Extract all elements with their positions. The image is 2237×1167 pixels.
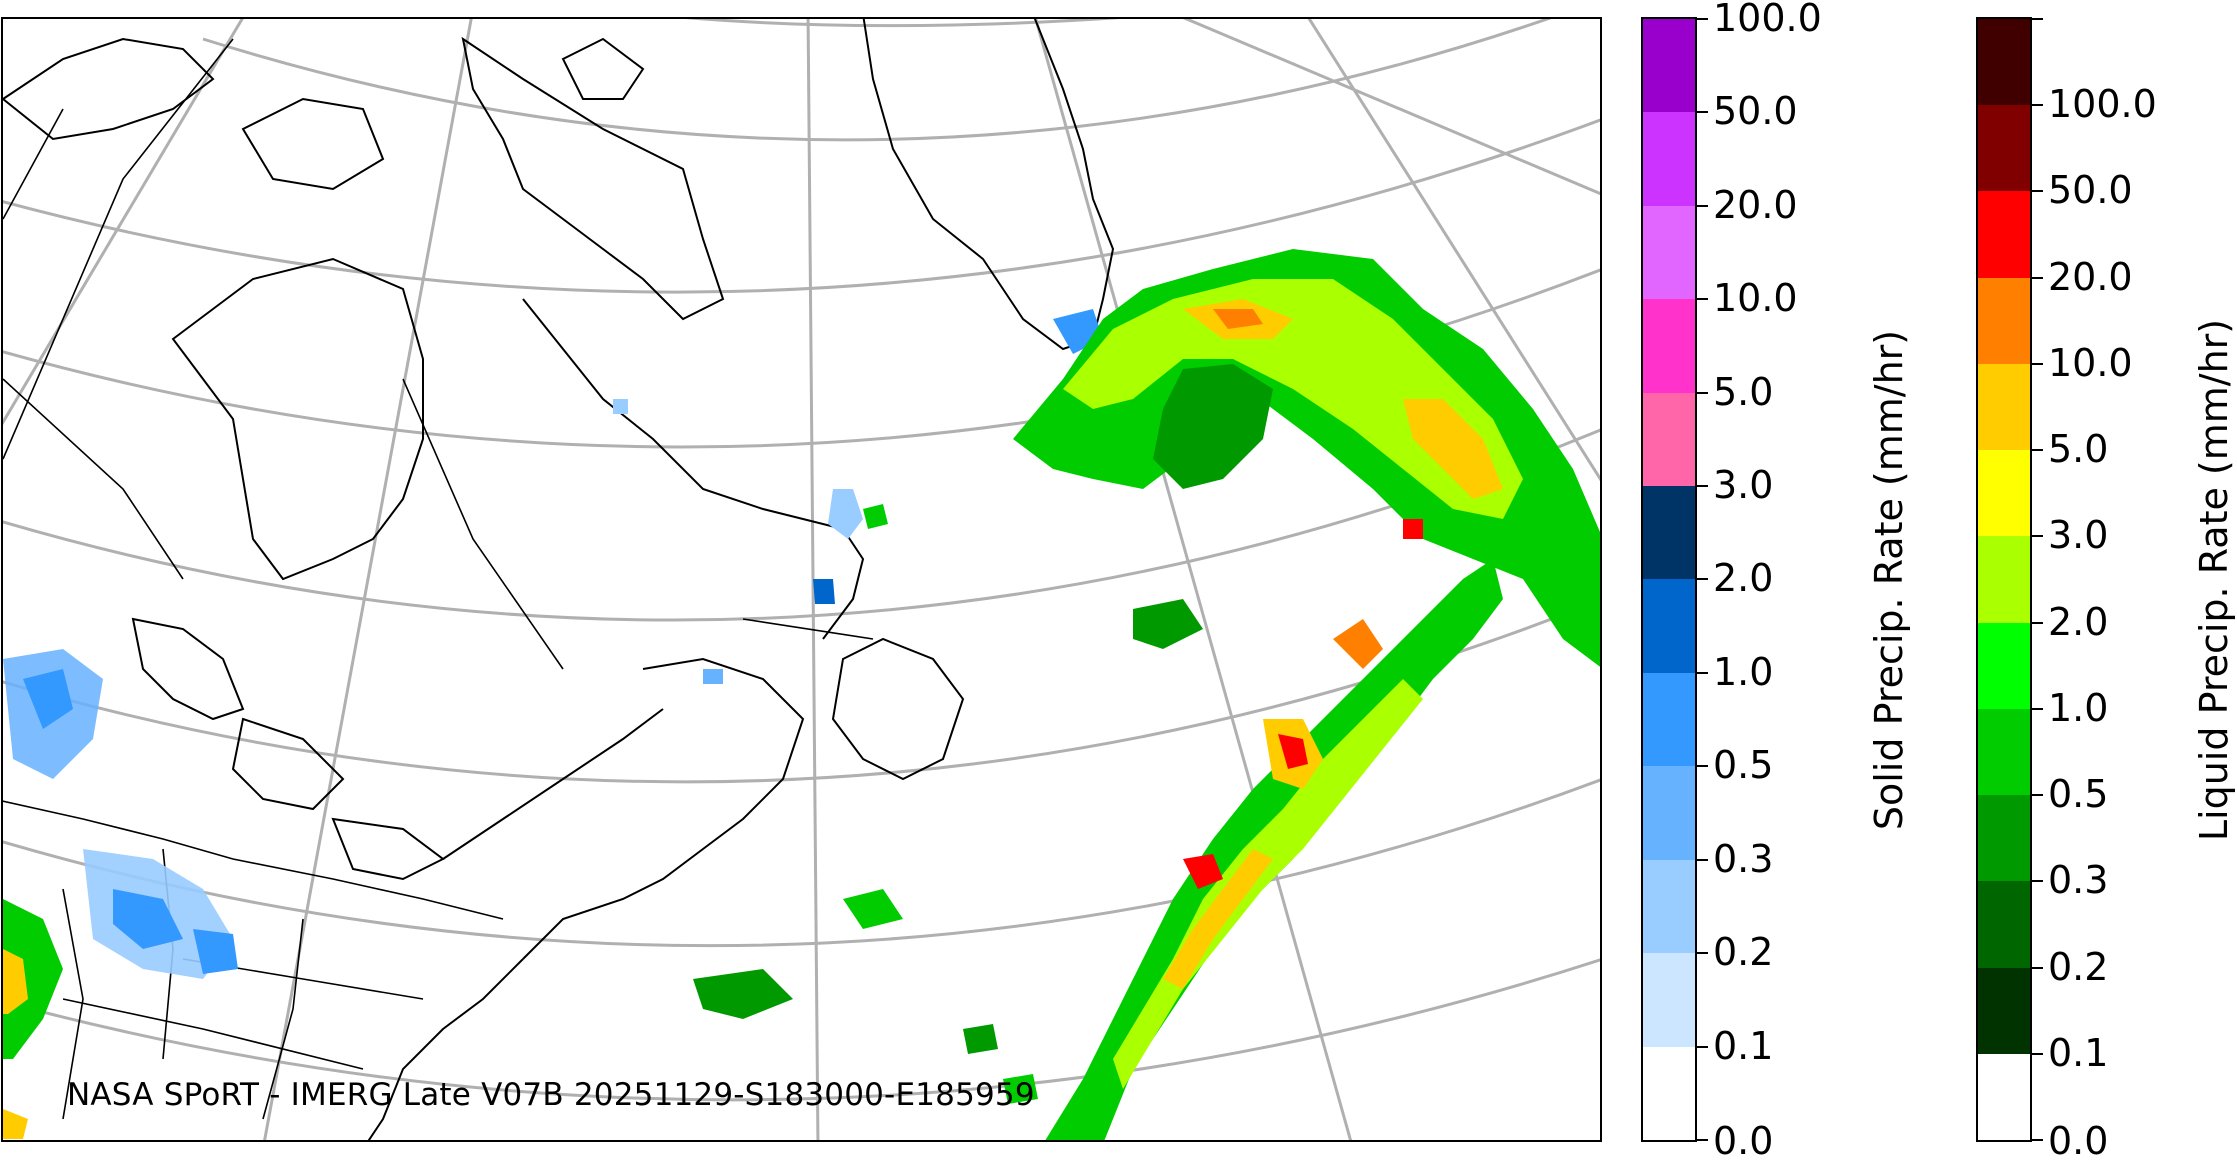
solid-precip-colorbar-segment: 2.0 [1643, 558, 1773, 673]
solid-precip-colorbar-tick [1697, 391, 1708, 394]
liquid-precip-colorbar-tick-label: 0.1 [2048, 1030, 2109, 1075]
precipitation-map: NASA SPoRT - IMERG Late V07B 20251129-S1… [1, 17, 1602, 1142]
solid-precip-colorbar-segment: 1.0 [1643, 652, 1773, 767]
solid-precip-colorbar-tick-label: 0.1 [1713, 1023, 1774, 1068]
solid-precip-colorbar-segment: 100.0 [1643, 0, 1822, 113]
solid-precip-colorbar-tick-label: 0.0 [1713, 1119, 1774, 1163]
liquid-precip-colorbar-segment: 3.0 [1978, 515, 2108, 623]
liquid-precip-colorbar-tick-label: 0.0 [2048, 1119, 2109, 1163]
coastlines [3, 19, 1115, 1140]
map-canvas [3, 19, 1600, 1140]
solid-precip-colorbar-tick-label: 3.0 [1713, 463, 1774, 508]
liquid-precip-colorbar-tick-label: 5.0 [2048, 427, 2109, 472]
solid-precip-colorbar-title: Solid Precip. Rate (mm/hr) [1867, 329, 1911, 831]
solid-precip-colorbar-tick [1697, 17, 1708, 20]
liquid-precip-colorbar-tick-label: 1.0 [2048, 685, 2109, 730]
solid-precip-colorbar-tick [1697, 485, 1708, 488]
liquid-precip-colorbar-segment: 5.0 [1978, 429, 2108, 537]
solid-precip-colorbar-tick [1697, 858, 1708, 861]
solid-precip-colorbar-segment: 0.3 [1643, 839, 1773, 954]
solid-precip-colorbar-tick [1697, 298, 1708, 301]
liquid-precip-colorbar-tick [2032, 1052, 2043, 1055]
liquid-precip-colorbar-title: Liquid Precip. Rate (mm/hr) [2192, 318, 2236, 842]
solid-precip-colorbar-segment: 50.0 [1643, 91, 1798, 206]
liquid-precip-colorbar-tick [2032, 104, 2043, 107]
liquid-precip-colorbar-segment: 2.0 [1978, 602, 2108, 709]
liquid-precip-colorbar-segment: 50.0 [1978, 170, 2133, 278]
liquid-precip-colorbar-tick-label: 3.0 [2048, 513, 2109, 558]
solid-precip-colorbar-tick-label: 20.0 [1713, 182, 1798, 227]
liquid-precip-colorbar-tick [2032, 1139, 2043, 1141]
liquid-precip-colorbar-segment: 0.5 [1978, 774, 2108, 882]
solid-precip-colorbar-segment: 0.2 [1643, 932, 1773, 1047]
solid-precip-colorbar-tick-label: 0.5 [1713, 743, 1774, 788]
solid-precip-colorbar-segment: 0.0 0.1 [1643, 1026, 1773, 1161]
solid-precip-colorbar-tick-label: 0.3 [1713, 836, 1774, 881]
liquid-precip-colorbar-tick-label: 50.0 [2048, 168, 2133, 213]
liquid-precip-colorbar-tick [2032, 707, 2043, 710]
liquid-precip-colorbar-tick [2032, 966, 2043, 969]
solid-precip-areas [3, 309, 1103, 979]
liquid-precip-colorbar-tick-label: 2.0 [2048, 599, 2109, 644]
liquid-precip-colorbar-tick-label: 0.2 [2048, 944, 2109, 989]
latitude-lines [3, 19, 1600, 1102]
liquid-precip-colorbar-tick [2032, 190, 2043, 193]
solid-precip-colorbar-tick-label: 5.0 [1713, 369, 1774, 414]
liquid-precip-colorbar-tick-label: 100.0 [2048, 82, 2157, 127]
liquid-precip-colorbar-tick-label: 0.5 [2048, 772, 2109, 817]
solid-precip-colorbar-tick [1697, 952, 1708, 955]
solid-precip-colorbar-segment: 0.5 [1643, 745, 1773, 860]
solid-precip-colorbar: 0.0 0.1 0.2 0.3 0.5 1.0 2.0 3.0 5.0 10.0 20.0 50.0 1… [1641, 0, 1822, 1161]
solid-precip-colorbar-segment: 5.0 [1643, 372, 1773, 487]
liquid-precip-areas [3, 249, 1600, 1140]
liquid-precip-colorbar-segment: 10.0 [1978, 343, 2133, 451]
solid-precip-colorbar-segment: 20.0 [1643, 185, 1798, 300]
liquid-precip-colorbar-tick [2032, 535, 2043, 538]
solid-precip-colorbar-tick [1697, 765, 1708, 768]
liquid-precip-colorbar-segment [1978, 17, 2043, 106]
solid-precip-colorbar-tick-label: 1.0 [1713, 649, 1774, 694]
solid-precip-colorbar-tick-label: 10.0 [1713, 276, 1798, 321]
liquid-precip-colorbar-tick-label: 0.3 [2048, 858, 2109, 903]
liquid-precip-colorbar-segment: 100.0 [1978, 84, 2157, 192]
solid-precip-colorbar-tick-label: 100.0 [1713, 0, 1822, 40]
solid-precip-colorbar-tick-label: 0.2 [1713, 930, 1774, 975]
liquid-precip-colorbar: 0.0 0.1 0.2 0.3 0.5 1.0 2.0 3.0 5.0 10.0 20.0 50.0 1… [1976, 17, 2157, 1161]
solid-precip-colorbar-tick [1697, 111, 1708, 114]
solid-precip-colorbar-tick [1697, 578, 1708, 581]
liquid-precip-colorbar-segment: 1.0 [1978, 688, 2108, 796]
liquid-precip-colorbar-tick [2032, 17, 2043, 20]
solid-precip-colorbar-tick-label: 2.0 [1713, 556, 1774, 601]
liquid-precip-colorbar-segment: 0.3 [1978, 860, 2108, 968]
solid-precip-colorbar-tick [1697, 204, 1708, 207]
solid-precip-colorbar-segment: 10.0 [1643, 278, 1798, 393]
liquid-precip-colorbar-tick [2032, 449, 2043, 452]
liquid-precip-colorbar-tick [2032, 276, 2043, 279]
liquid-precip-colorbar-tick-label: 20.0 [2048, 254, 2133, 299]
solid-precip-colorbar-tick [1697, 1139, 1708, 1141]
liquid-precip-colorbar-tick [2032, 794, 2043, 797]
liquid-precip-colorbar-segment: 0.2 [1978, 947, 2108, 1054]
data-source-credit: NASA SPoRT - IMERG Late V07B 20251129-S1… [67, 1077, 1035, 1113]
solid-precip-colorbar-segment: 3.0 [1643, 465, 1773, 580]
liquid-precip-colorbar-tick [2032, 621, 2043, 624]
liquid-precip-colorbar-tick-label: 10.0 [2048, 340, 2133, 385]
liquid-precip-colorbar-tick [2032, 362, 2043, 365]
liquid-precip-colorbar-tick [2032, 880, 2043, 883]
liquid-precip-colorbar-segment: 20.0 [1978, 257, 2133, 364]
liquid-precip-colorbar-segment: 0.0 0.1 [1978, 1033, 2108, 1161]
solid-precip-colorbar-tick [1697, 1045, 1708, 1048]
solid-precip-colorbar-tick [1697, 671, 1708, 674]
solid-precip-colorbar-tick-label: 50.0 [1713, 89, 1798, 134]
